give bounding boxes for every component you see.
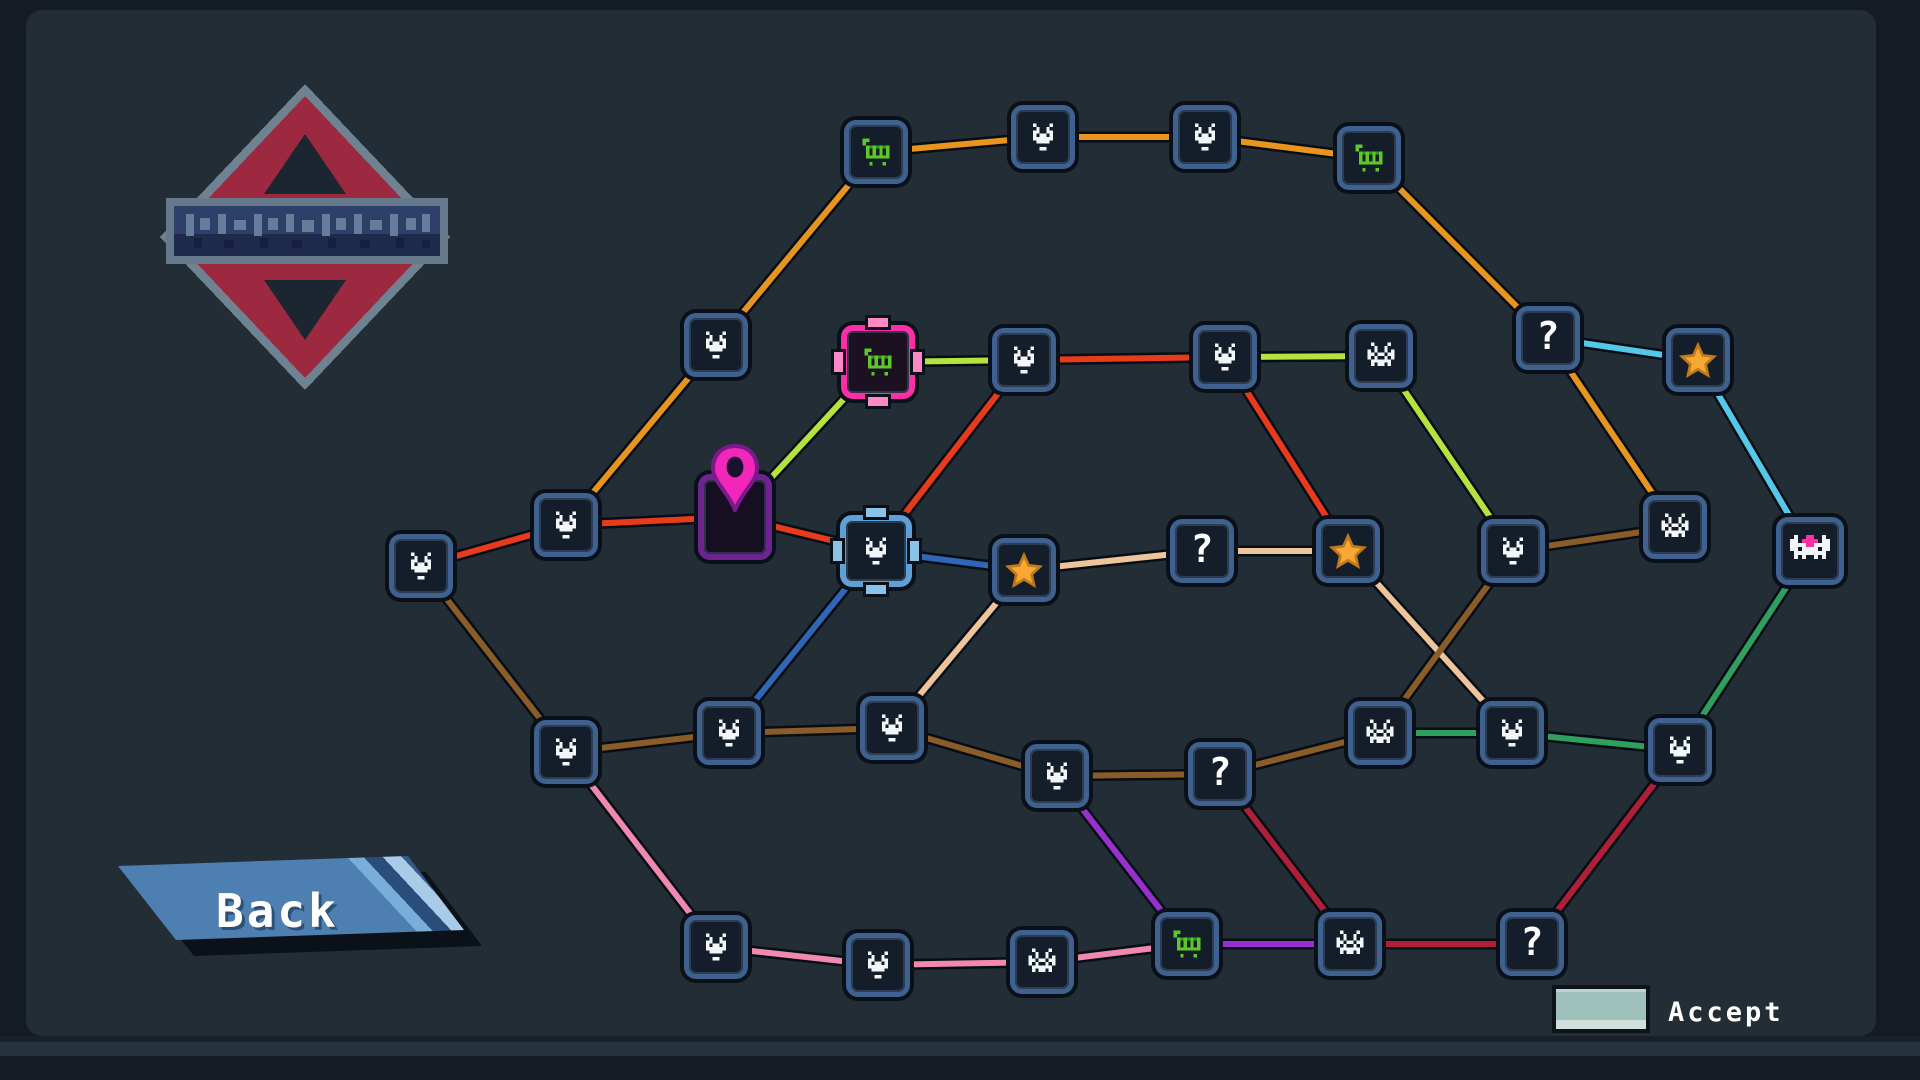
metro-logo [160,84,450,390]
map-node-treasure[interactable] [1316,519,1380,583]
selection-tab [834,352,843,372]
enemy-face-icon [1205,337,1245,377]
enemy-face-icon [1185,117,1225,157]
panel-bottom-lip [0,1042,1920,1056]
selection-tab [910,541,919,561]
star-icon [1678,340,1718,380]
map-node-battle[interactable] [860,696,924,760]
map-node-mystery[interactable]: ? [1516,306,1580,370]
enemy-face-icon [856,531,896,571]
map-node-battle[interactable] [1481,519,1545,583]
question-mark-icon: ? [1536,314,1560,358]
map-node-mystery[interactable]: ? [1500,912,1564,976]
enemy-face-icon [546,505,586,545]
map-node-battle[interactable] [1011,105,1075,169]
enemy-face-icon [1493,531,1533,571]
enemy-face-icon [872,708,912,748]
map-node-battle[interactable] [684,915,748,979]
enemy-face-icon [696,927,736,967]
map-node-battle[interactable] [1025,744,1089,808]
map-node-elite[interactable] [1318,912,1382,976]
map-node-shop[interactable] [844,120,908,184]
shop-cart-icon [858,342,898,382]
map-node-current[interactable] [698,444,772,560]
map-node-shop[interactable] [1337,126,1401,190]
map-node-battle[interactable] [534,493,598,557]
map-node-shop-selected-pink[interactable] [834,318,922,406]
selection-tab [913,352,922,372]
enemy-face-icon [1492,713,1532,753]
selection-tab [868,318,888,327]
elite-enemy-icon [1361,336,1401,376]
map-node-treasure[interactable] [1666,328,1730,392]
enemy-face-icon [1660,730,1700,770]
enemy-face-icon [546,732,586,772]
enemy-face-icon [401,546,441,586]
selection-tab [866,508,886,517]
accept-label: Accept [1668,997,1784,1028]
selection-tab [833,541,842,561]
elite-enemy-icon [1360,713,1400,753]
map-node-elite[interactable] [1010,930,1074,994]
map-node-mystery[interactable]: ? [1170,519,1234,583]
enemy-face-icon [1023,117,1063,157]
map-node-battle[interactable] [992,328,1056,392]
map-node-mystery[interactable]: ? [1188,742,1252,806]
map-node-elite[interactable] [1643,495,1707,559]
enemy-face-icon [696,325,736,365]
current-location-pin-icon [710,444,760,512]
question-mark-icon: ? [1520,920,1544,964]
enemy-face-icon [1004,340,1044,380]
map-node-boss[interactable] [1776,517,1844,585]
enemy-face-icon [709,713,749,753]
elite-enemy-icon [1330,924,1370,964]
map-node-battle[interactable] [1193,325,1257,389]
panel-bottom-edge [0,1036,1920,1042]
back-button-label: Back [216,884,339,938]
map-node-battle[interactable] [534,720,598,784]
map-node-battle[interactable] [389,534,453,598]
back-button-face [118,856,464,940]
shop-cart-icon [856,132,896,172]
elite-enemy-icon [1655,507,1695,547]
star-icon [1004,550,1044,590]
map-node-battle[interactable] [1648,718,1712,782]
elite-enemy-icon [1022,942,1062,982]
selection-tab [868,397,888,406]
question-mark-icon: ? [1208,750,1232,794]
map-node-elite[interactable] [1348,701,1412,765]
boss-icon [1786,527,1834,575]
shop-cart-icon [1349,138,1389,178]
enemy-face-icon [858,945,898,985]
back-button[interactable]: Back [108,850,508,970]
map-node-battle[interactable] [684,313,748,377]
map-node-treasure[interactable] [992,538,1056,602]
shop-cart-icon [1167,924,1207,964]
map-node-battle[interactable] [697,701,761,765]
selection-tab [866,585,886,594]
map-node-battle[interactable] [1173,105,1237,169]
map-node-elite[interactable] [1349,324,1413,388]
map-node-shop[interactable] [1155,912,1219,976]
enemy-face-icon [1037,756,1077,796]
map-node-battle[interactable] [846,933,910,997]
map-node-battle-selected-blue[interactable] [833,508,919,594]
map-node-battle[interactable] [1480,701,1544,765]
star-icon [1328,531,1368,571]
accept-key-button[interactable] [1552,985,1650,1033]
question-mark-icon: ? [1190,527,1214,571]
